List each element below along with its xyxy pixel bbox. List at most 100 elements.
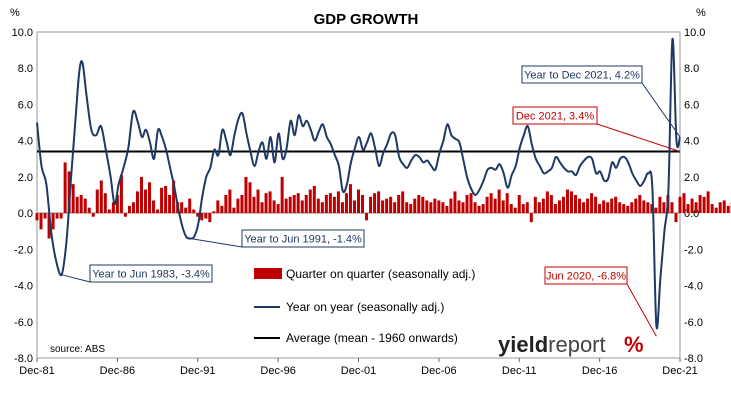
bar-mark	[569, 191, 574, 214]
bar-mark	[119, 175, 123, 214]
x-tick-label: Dec-96	[260, 365, 295, 377]
annotation-box	[544, 266, 628, 285]
bar-mark	[127, 205, 131, 214]
bar-mark	[646, 202, 650, 214]
bar-mark	[638, 195, 642, 214]
bar-mark	[308, 189, 312, 214]
bar-mark	[485, 196, 489, 214]
bar-mark	[131, 202, 135, 214]
bar-mark	[678, 196, 682, 214]
bar-mark	[365, 213, 369, 221]
bar-mark	[115, 195, 119, 214]
y-tick-right: 2.0	[684, 172, 699, 184]
bar-mark	[702, 196, 706, 214]
bar-mark	[200, 213, 204, 221]
annotation-leader	[596, 123, 681, 153]
bar-mark	[316, 198, 320, 214]
y-tick-left: 2.0	[18, 172, 33, 184]
annotation-label: Year to Jun 1991, -1.4%	[244, 234, 362, 246]
bar-mark	[75, 196, 79, 214]
bar-mark	[344, 193, 348, 214]
bar-mark	[95, 189, 99, 214]
bar-mark	[51, 213, 55, 230]
bar-mark	[614, 196, 618, 214]
bar-mark	[429, 202, 433, 214]
bar-mark	[590, 193, 594, 214]
bar-mark	[99, 180, 103, 214]
bar-mark	[296, 193, 300, 214]
bar-mark	[642, 200, 646, 214]
bar-mark	[513, 207, 517, 214]
x-tick-label: Dec-16	[582, 365, 617, 377]
bar-mark	[47, 213, 51, 239]
x-tick-label: Dec-01	[341, 365, 376, 377]
bar-mark	[545, 191, 549, 214]
bar-mark	[674, 213, 678, 223]
bar-mark	[417, 195, 421, 214]
bar-mark	[401, 191, 405, 214]
bar-mark	[529, 213, 533, 223]
bar-mark	[369, 196, 373, 214]
bar-mark	[690, 198, 694, 214]
bar-mark	[493, 198, 497, 214]
bar-mark	[184, 207, 188, 214]
bar-mark	[143, 189, 148, 214]
bar-mark	[168, 195, 172, 214]
y-tick-right: 8.0	[684, 63, 699, 75]
bar-mark	[260, 202, 264, 214]
bar-mark	[610, 198, 614, 214]
logo-percent-icon: %	[624, 332, 644, 357]
bar-mark	[135, 191, 139, 214]
bar-mark	[413, 198, 417, 214]
bar-mark	[256, 189, 260, 214]
x-tick-label: Dec-21	[662, 365, 697, 377]
bar-mark	[521, 204, 525, 214]
annotation-box	[241, 229, 365, 248]
bar-mark	[352, 200, 356, 214]
bar-mark	[340, 202, 344, 214]
bar-mark	[477, 205, 481, 214]
bar-mark	[192, 209, 196, 214]
y-tick-left: -4.0	[14, 281, 33, 293]
bar-mark	[320, 202, 324, 214]
y-tick-right: -4.0	[684, 281, 703, 293]
bar-mark	[385, 198, 389, 214]
bar-mark	[79, 195, 83, 214]
bar-mark	[35, 213, 39, 221]
bar-mark	[123, 213, 127, 217]
bar-mark	[557, 200, 561, 214]
annotation-label: Year to Dec 2021, 4.2%	[524, 70, 640, 82]
bar-mark	[220, 205, 224, 214]
bar-mark	[525, 202, 529, 214]
logo-yield: yield	[498, 332, 548, 357]
annotation-box	[521, 65, 643, 84]
bar-mark	[501, 200, 505, 214]
bar-mark	[304, 195, 308, 214]
bar-mark	[300, 200, 304, 214]
bar-mark	[148, 182, 152, 214]
bar-mark	[457, 200, 461, 214]
bar-mark	[348, 184, 352, 214]
bar-mark	[252, 196, 256, 214]
bar-mark	[55, 213, 59, 219]
y-tick-right: 6.0	[684, 99, 699, 111]
annotation-label: Jun 2020, -6.8%	[546, 271, 626, 283]
bar-mark	[188, 198, 192, 214]
y-tick-right: -2.0	[684, 244, 703, 256]
svg-text:yieldreport: yieldreport	[498, 332, 606, 357]
bar-mark	[139, 176, 143, 214]
y-tick-left: 10.0	[12, 27, 33, 39]
bar-mark	[152, 200, 156, 214]
bar-mark	[561, 196, 565, 214]
bar-mark	[272, 200, 276, 214]
bar-mark	[164, 185, 168, 214]
bar-mark	[618, 202, 622, 214]
bar-mark	[103, 193, 107, 214]
bar-mark	[622, 204, 626, 214]
x-axis-ticks: Dec-81 Dec-86 Dec-91 Dec-96 Dec-01 Dec-06 Dec-…	[19, 358, 698, 377]
bar-mark	[39, 213, 43, 230]
bar-mark	[670, 202, 674, 214]
annotation-leader	[626, 283, 657, 337]
bar-mark	[405, 202, 409, 214]
bar-mark	[722, 200, 726, 214]
